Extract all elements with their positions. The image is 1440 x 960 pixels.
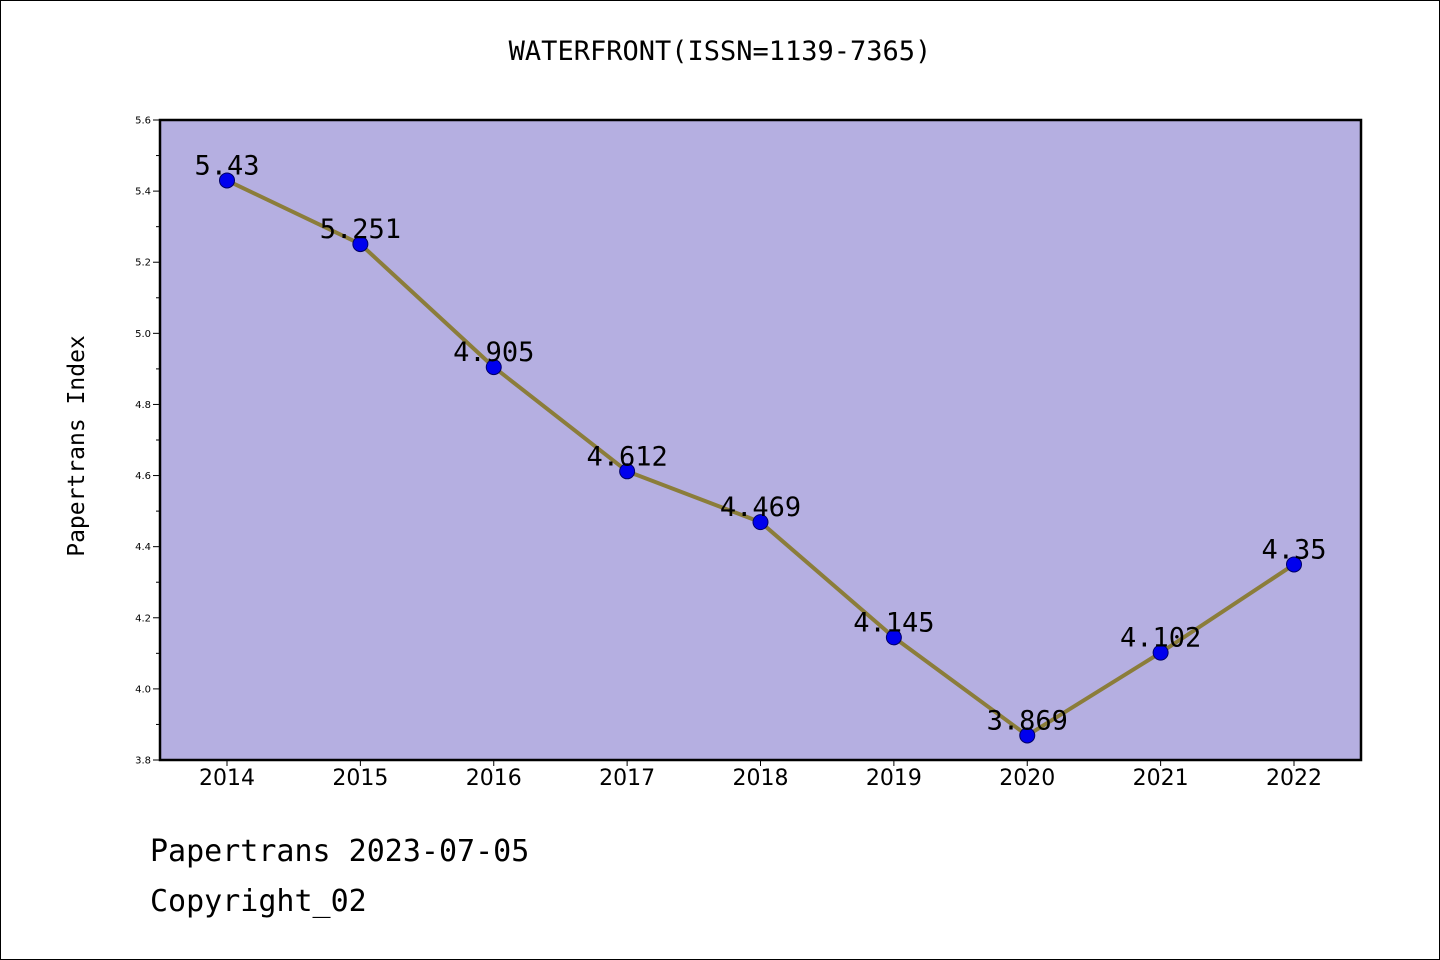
data-point [1019, 727, 1036, 744]
y-tick-label: 4.8 [135, 400, 151, 411]
x-tick-label: 2020 [999, 766, 1055, 791]
y-tick-label: 4.4 [135, 542, 151, 553]
y-tick-label: 4.0 [135, 684, 151, 695]
data-label: 3.869 [987, 705, 1068, 736]
y-tick-label: 4.2 [135, 613, 151, 624]
footer-copyright-text: Copyright_02 [150, 884, 367, 919]
x-tick-label: 2018 [733, 766, 789, 791]
data-point [885, 629, 902, 646]
plot-border [158, 118, 1363, 762]
footer-date-text: Papertrans 2023-07-05 [150, 834, 530, 869]
x-tick-label: 2014 [199, 766, 255, 791]
x-tick-label: 2022 [1266, 766, 1322, 791]
y-tick-label: 5.0 [135, 329, 151, 340]
x-tick-label: 2017 [599, 766, 655, 791]
y-tick-label: 5.4 [135, 187, 151, 198]
data-label: 4.469 [720, 492, 801, 523]
data-label: 4.35 [1261, 534, 1326, 565]
x-tick-label: 2021 [1133, 766, 1189, 791]
data-point [1286, 556, 1302, 573]
data-point [619, 463, 636, 480]
data-label: 4.145 [853, 607, 934, 638]
data-label: 5.43 [194, 150, 259, 181]
data-label: 4.102 [1120, 623, 1201, 654]
x-tick-label: 2019 [866, 766, 922, 791]
y-tick-label: 4.6 [135, 471, 151, 482]
y-axis-label: Papertrans Index [64, 335, 90, 557]
y-tick-label: 5.2 [135, 258, 151, 269]
data-point [352, 236, 369, 253]
x-tick-label: 2015 [332, 766, 388, 791]
data-point [752, 514, 769, 531]
y-tick-label: 5.6 [135, 116, 151, 127]
data-point [219, 172, 235, 189]
data-label: 4.612 [586, 441, 667, 472]
data-label: 4.905 [453, 337, 534, 368]
data-point [1152, 644, 1169, 661]
y-tick-label: 3.8 [135, 756, 151, 767]
x-tick-label: 2016 [466, 766, 522, 791]
chart-title: WATERFRONT(ISSN=1139-7365) [508, 36, 932, 67]
data-label: 5.251 [320, 214, 401, 245]
data-point [485, 359, 502, 376]
